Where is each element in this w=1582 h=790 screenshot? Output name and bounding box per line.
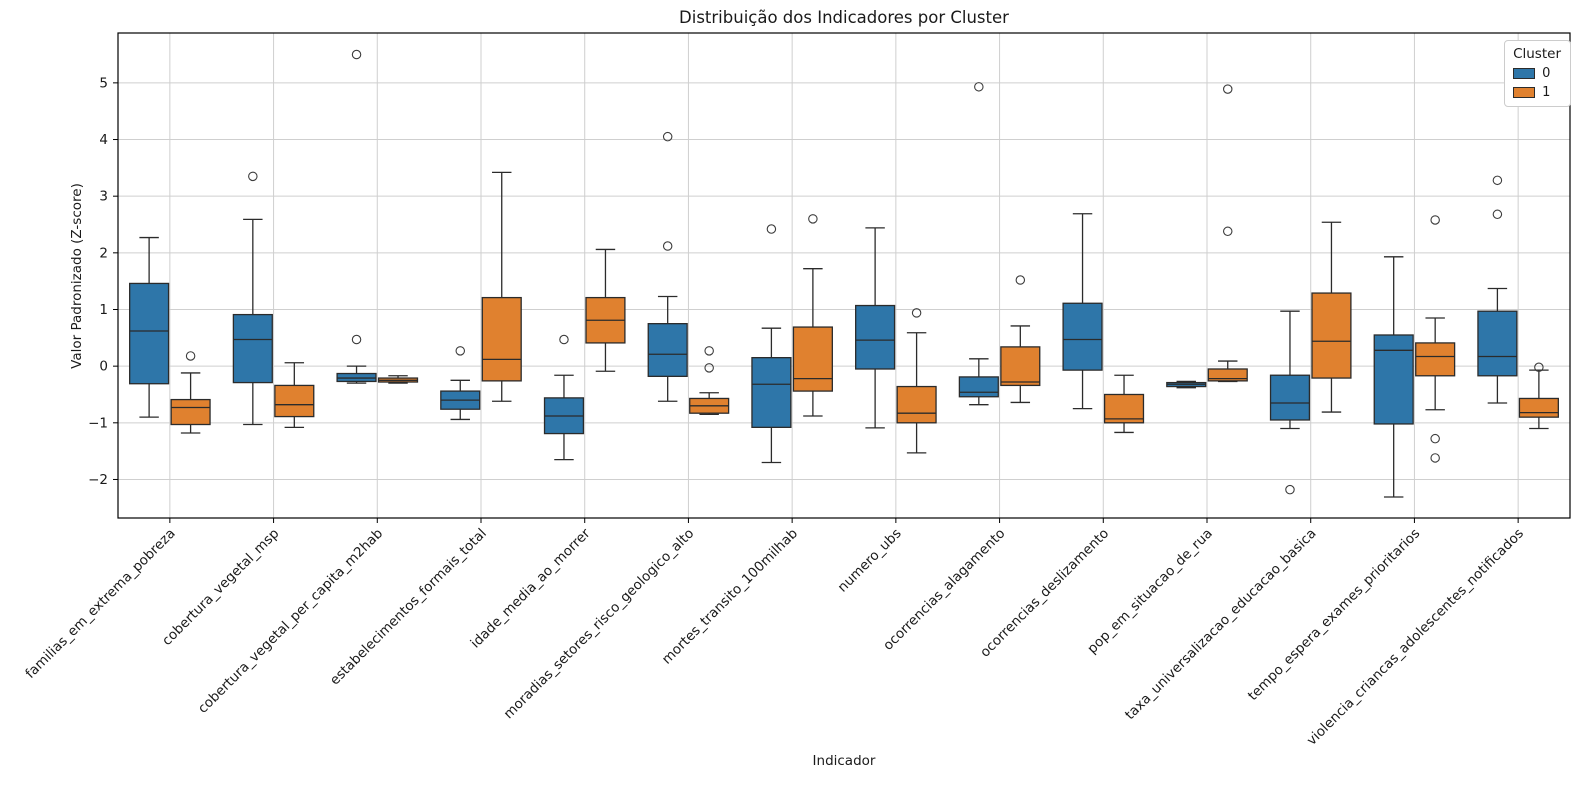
outlier-marker xyxy=(1285,484,1295,495)
boxplot-box xyxy=(1269,374,1311,421)
outlier-marker xyxy=(185,351,196,361)
y-tick-label: −2 xyxy=(88,472,108,488)
outlier-marker xyxy=(1492,209,1503,220)
legend: Cluster 0 1 xyxy=(1504,40,1571,107)
y-axis-label: Valor Padronizado (Z-score) xyxy=(69,183,85,369)
outlier-marker xyxy=(1430,453,1440,463)
outlier-marker xyxy=(559,334,569,345)
outlier-marker xyxy=(974,82,984,92)
y-tick-label: 0 xyxy=(99,359,108,375)
legend-swatch-icon xyxy=(1513,68,1536,79)
x-tick-label: cobertura_vegetal_per_capita_m2hab xyxy=(195,526,386,717)
boxplot-box xyxy=(958,376,999,398)
boxplot-box xyxy=(1103,393,1145,424)
x-tick-label: violencia_criancas_adolescentes_notifica… xyxy=(1304,526,1527,749)
boxplot-box xyxy=(1207,368,1248,382)
boxplot-box xyxy=(481,296,522,382)
boxplot-box xyxy=(1062,302,1103,371)
outlier-marker xyxy=(704,346,714,356)
boxplot-box xyxy=(896,385,937,424)
y-tick-label: 3 xyxy=(99,189,108,205)
legend-entry-label: 1 xyxy=(1542,85,1551,100)
outlier-marker xyxy=(1015,275,1026,285)
boxplot-box xyxy=(855,304,896,370)
boxplot-box xyxy=(792,326,833,392)
outlier-marker xyxy=(808,214,818,224)
outlier-marker xyxy=(662,131,673,142)
legend-entry-label: 0 xyxy=(1542,66,1551,81)
x-tick-label: ocorrencias_alagamento xyxy=(880,526,1008,654)
chart-title: Distribuição dos Indicadores por Cluster xyxy=(679,8,1009,27)
boxplot-box xyxy=(274,384,315,418)
y-tick-label: 2 xyxy=(99,245,108,261)
y-tick-label: 1 xyxy=(99,302,108,318)
x-tick-label: tempo_espera_exames_prioritarios xyxy=(1245,526,1423,704)
outlier-marker xyxy=(351,334,362,345)
boxplot-box xyxy=(1000,346,1041,387)
outlier-marker xyxy=(704,363,714,373)
outlier-marker xyxy=(662,241,673,251)
plot-border xyxy=(117,32,1571,519)
outlier-marker xyxy=(1222,84,1233,94)
outlier-marker xyxy=(351,49,362,60)
legend-title: Cluster xyxy=(1513,46,1561,62)
y-tick-label: −1 xyxy=(88,415,108,431)
outlier-marker xyxy=(1534,362,1544,373)
x-tick-label: numero_ubs xyxy=(835,526,905,596)
outlier-marker xyxy=(1430,433,1440,444)
legend-swatch-icon xyxy=(1513,87,1536,98)
boxplot-box xyxy=(232,313,273,384)
y-tick-label: 4 xyxy=(99,132,108,148)
legend-entry-1: 1 xyxy=(1513,85,1561,100)
boxplot-box xyxy=(1518,397,1559,418)
x-tick-label: taxa_universalizacao_educacao_basica xyxy=(1122,526,1320,724)
boxplot-box xyxy=(1415,342,1456,377)
outlier-marker xyxy=(766,224,777,234)
outlier-marker xyxy=(1430,215,1440,225)
legend-entry-0: 0 xyxy=(1513,66,1561,81)
x-tick-label: cobertura_vegetal_msp xyxy=(159,526,282,649)
outlier-marker xyxy=(1222,226,1233,237)
x-tick-label: idade_media_ao_morrer xyxy=(468,525,594,651)
boxplot-box xyxy=(1477,310,1518,377)
outlier-marker xyxy=(911,308,922,318)
x-axis-label: Indicador xyxy=(812,753,876,769)
outlier-marker xyxy=(1492,175,1503,186)
boxplot-box xyxy=(1311,292,1352,379)
outlier-marker xyxy=(455,346,466,356)
x-tick-label: moradias_setores_risco_geologico_alto xyxy=(501,526,698,723)
outlier-marker xyxy=(248,171,258,182)
boxplot-box xyxy=(129,282,170,385)
boxplot-box xyxy=(647,323,688,378)
boxplot-box xyxy=(170,398,211,426)
y-tick-label: 5 xyxy=(99,75,108,91)
x-tick-label: familias_em_extrema_pobreza xyxy=(22,526,178,682)
boxplot-box xyxy=(751,357,792,428)
boxplot-box xyxy=(1373,334,1414,425)
